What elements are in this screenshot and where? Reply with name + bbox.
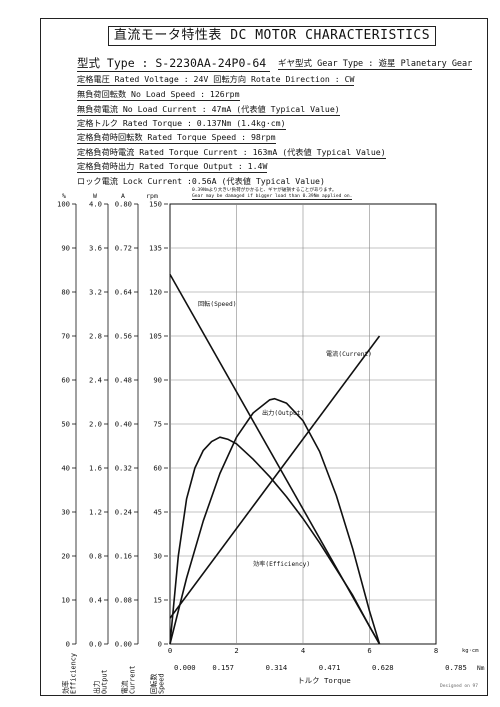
spd-curve-label: 回転(Speed) (198, 300, 236, 308)
out-tick-label: 1.2 (89, 508, 102, 517)
spd-tick-label: 75 (153, 420, 162, 429)
x-tick-kgcm: 0 (168, 646, 172, 655)
eff-tick-label: 90 (61, 244, 70, 253)
spec-rated-torque-speed: 定格負荷時回転数 Rated Torque Speed : 98rpm (77, 132, 276, 144)
eff-axis-title-jp: 効率 (61, 680, 70, 694)
out-tick-label: 2.0 (89, 420, 102, 429)
model-type: 型式 Type : S-2230AA-24P0-64 (77, 55, 271, 72)
spec-rated-voltage: 定格電圧 Rated Voltage : 24V 回転方向 Rotate Dir… (77, 74, 355, 86)
spd-tick-label: 30 (153, 552, 162, 561)
eff-curve-label: 効率(Efficiency) (253, 560, 310, 568)
out-tick-label: 0.8 (89, 552, 102, 561)
out-tick-label: 1.6 (89, 464, 102, 473)
spd-axis-title-en: Speed (158, 674, 166, 694)
spd-axis-title-jp: 回転数 (149, 673, 158, 694)
spec-lock-current: ロック電流 Lock Current :0.56A (代表値 Typical V… (77, 176, 325, 186)
x-tick-nm: 0.471 (319, 663, 341, 672)
out-curve-label: 出力(Output) (262, 409, 304, 417)
spd-tick-label: 135 (149, 244, 162, 253)
spec-no-load-current: 無負荷電流 No Load Current : 47mA (代表値 Typica… (77, 104, 340, 116)
eff-tick-label: 20 (61, 552, 70, 561)
spd-tick-label: 0 (158, 640, 162, 649)
spd-tick-label: 150 (149, 200, 162, 209)
eff-unit-label: % (62, 192, 66, 200)
cur-tick-label: 0.80 (115, 200, 132, 209)
x-tick-nm: 0.314 (266, 663, 288, 672)
cur-curve-label: 電流(Current) (326, 350, 372, 358)
spd-unit-label: rpm (146, 192, 158, 200)
x-tick-kgcm: 4 (301, 646, 305, 655)
eff-axis-title: 効率Efficiency (61, 653, 78, 694)
out-tick-label: 4.0 (89, 200, 102, 209)
cur-axis-title: 電流Current (120, 665, 137, 694)
eff-tick-label: 100 (57, 200, 70, 209)
x-tick-kgcm: 2 (234, 646, 238, 655)
sheet-frame (40, 18, 488, 696)
cur-tick-label: 0.56 (115, 332, 132, 341)
spec-no-load-speed: 無負荷回転数 No Load Speed : 126rpm (77, 89, 240, 101)
cur-tick-label: 0.00 (115, 640, 132, 649)
x-tick-nm: 0.000 (174, 663, 196, 672)
spd-tick-label: 105 (149, 332, 162, 341)
out-tick-label: 2.8 (89, 332, 102, 341)
eff-curve (169, 436, 381, 645)
out-tick-label: 2.4 (89, 376, 102, 385)
out-tick-label: 0.4 (89, 596, 102, 605)
designed-note: Designed on 97 (440, 684, 478, 689)
cur-tick-label: 0.72 (115, 244, 132, 253)
cur-axis-title-en: Current (129, 665, 137, 694)
spec-rated-torque-output: 定格負荷時出力 Rated Torque Output : 1.4W (77, 161, 268, 173)
gear-type: ギヤ型式 Gear Type : 遊星 Planetary Gear (278, 59, 473, 70)
x-tick-nm: 0.157 (212, 663, 234, 672)
eff-tick-label: 40 (61, 464, 70, 473)
spd-tick-label: 60 (153, 464, 162, 473)
eff-tick-label: 80 (61, 288, 70, 297)
eff-tick-label: 50 (61, 420, 70, 429)
cur-unit-label: A (121, 192, 125, 200)
x-tick-kgcm: 6 (367, 646, 371, 655)
x-tick-nm: 0.628 (372, 663, 394, 672)
cur-tick-label: 0.40 (115, 420, 132, 429)
spec-rated-torque: 定格トルク Rated Torque : 0.137Nm (1.4kg·cm) (77, 118, 286, 130)
out-axis-title-en: Output (101, 669, 109, 694)
spd-tick-label: 120 (149, 288, 162, 297)
eff-tick-label: 10 (61, 596, 70, 605)
out-axis-title-jp: 出力 (92, 680, 101, 694)
eff-tick-label: 30 (61, 508, 70, 517)
out-curve (169, 397, 381, 645)
cur-curve (169, 335, 381, 619)
eff-tick-label: 0 (66, 640, 70, 649)
gear-warning-en: Gear may be damaged if bigger load than … (192, 194, 353, 200)
cur-tick-label: 0.64 (115, 288, 132, 297)
cur-axis-title-jp: 電流 (120, 680, 129, 694)
out-tick-label: 0.0 (89, 640, 102, 649)
eff-tick-label: 70 (61, 332, 70, 341)
cur-tick-label: 0.08 (115, 596, 132, 605)
x-tick-kgcm: 8 (434, 646, 438, 655)
eff-tick-label: 60 (61, 376, 70, 385)
x-unit-nm: Nm (477, 665, 485, 672)
x-unit-kgcm: kg·cm (462, 648, 479, 654)
spd-tick-label: 15 (153, 596, 162, 605)
out-unit-label: W (93, 192, 97, 200)
x-axis-title: トルク Torque (297, 676, 351, 685)
out-tick-label: 3.6 (89, 244, 102, 253)
eff-axis-title-en: Efficiency (70, 653, 78, 694)
cur-tick-label: 0.24 (115, 508, 132, 517)
cur-tick-label: 0.16 (115, 552, 132, 561)
spd-tick-label: 45 (153, 508, 162, 517)
sheet-title: 直流モータ特性表 DC MOTOR CHARACTERISTICS (108, 26, 436, 46)
gear-warning-jp: 0.39Nmより大きい負荷がかかると、ギヤが破損することがあります。 (192, 188, 337, 193)
out-tick-label: 3.2 (89, 288, 102, 297)
spd-axis-title: 回転数Speed (149, 673, 166, 694)
spd-tick-label: 90 (153, 376, 162, 385)
out-axis-title: 出力Output (92, 669, 109, 694)
cur-tick-label: 0.48 (115, 376, 132, 385)
x-tick-nm: 0.785 (445, 663, 467, 672)
cur-tick-label: 0.32 (115, 464, 132, 473)
spec-rated-torque-current: 定格負荷時電流 Rated Torque Current : 163mA (代表… (77, 147, 386, 159)
